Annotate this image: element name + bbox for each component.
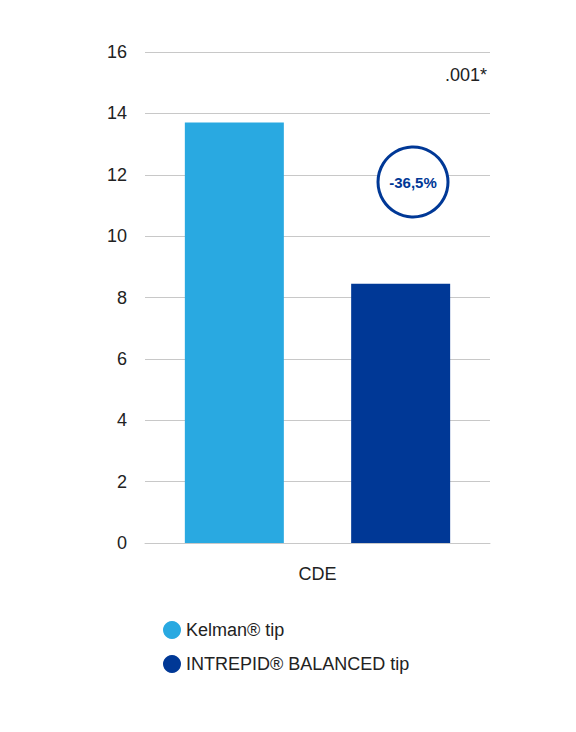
svg-text:.001*: .001* <box>445 65 487 85</box>
svg-text:0: 0 <box>117 533 127 553</box>
svg-text:4: 4 <box>117 410 127 430</box>
svg-text:6: 6 <box>117 349 127 369</box>
svg-text:16: 16 <box>107 42 127 62</box>
svg-text:10: 10 <box>107 226 127 246</box>
svg-text:14: 14 <box>107 103 127 123</box>
svg-text:CDE: CDE <box>298 564 336 584</box>
svg-text:8: 8 <box>117 288 127 308</box>
svg-text:2: 2 <box>117 472 127 492</box>
svg-text:-36,5%: -36,5% <box>389 174 437 191</box>
svg-text:12: 12 <box>107 165 127 185</box>
svg-text:INTREPID® BALANCED tip: INTREPID® BALANCED tip <box>186 654 409 674</box>
svg-text:Kelman® tip: Kelman® tip <box>186 620 284 640</box>
